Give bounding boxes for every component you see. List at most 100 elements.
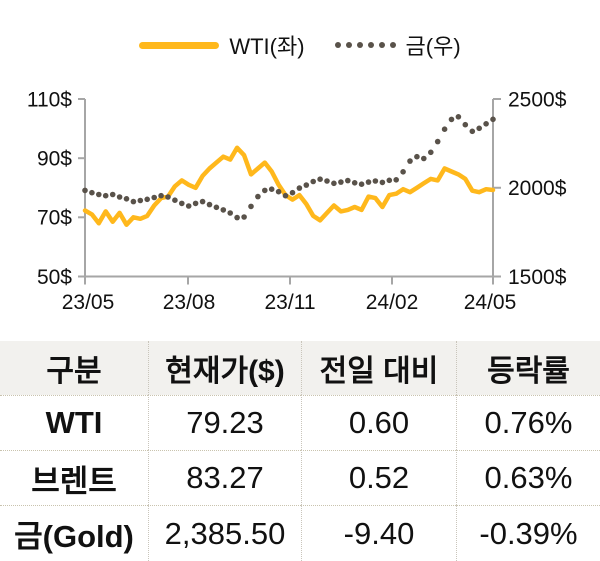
gold-series-dot xyxy=(455,114,462,120)
row-brent-price: 83.27 xyxy=(148,450,301,505)
gold-series-dot xyxy=(324,178,330,184)
price-chart: 110$ 90$ 70$ 50$ 2500$ 2000$ 1500$ 23/05… xyxy=(27,88,567,314)
gold-series-dot xyxy=(351,180,358,186)
row-brent-name: 브렌트 xyxy=(0,450,148,505)
chart-legend: WTI(좌) 금(우) xyxy=(0,30,600,60)
gold-series-dot xyxy=(428,149,434,156)
gold-series-dot xyxy=(123,196,130,202)
gold-dots-swatch xyxy=(334,42,396,48)
gold-series-dot xyxy=(137,197,144,204)
gold-series-dot xyxy=(96,191,102,198)
gold-series-dot xyxy=(448,116,455,123)
gold-series-dot xyxy=(421,155,427,162)
left-axis-tick-label: 90$ xyxy=(37,148,72,171)
gold-series-dot xyxy=(296,185,303,191)
gold-series-dot xyxy=(310,178,317,185)
row-wti-change: 0.60 xyxy=(301,395,456,450)
legend-item-gold: 금(우) xyxy=(334,29,461,61)
gold-series-dot xyxy=(172,197,178,203)
x-axis-tick-label: 24/02 xyxy=(366,291,419,314)
gold-series-dot xyxy=(469,128,476,135)
gold-series-dot xyxy=(89,189,95,196)
gold-series-dot xyxy=(151,194,157,201)
gold-series-dot xyxy=(165,194,171,200)
gold-series-dot xyxy=(144,196,150,203)
gold-series-dot xyxy=(365,179,372,185)
gold-series-dot xyxy=(282,192,289,199)
commodity-table: 구분 현재가($) 전일 대비 등락률 WTI 79.23 0.60 0.76%… xyxy=(0,341,600,561)
gold-series-dot xyxy=(386,177,393,184)
gold-series-dot xyxy=(227,210,233,216)
left-axis-tick-label: 70$ xyxy=(37,207,72,230)
row-gold-pct: -0.39% xyxy=(456,505,600,561)
row-wti-price: 79.23 xyxy=(148,395,301,450)
right-axis-tick-label: 2000$ xyxy=(508,177,567,200)
gold-series-dot xyxy=(248,203,254,210)
gold-series-dot xyxy=(206,201,213,208)
wti-line-swatch xyxy=(139,41,220,49)
gold-series-dot xyxy=(179,200,185,207)
row-brent-change: 0.52 xyxy=(301,450,456,505)
gold-series-dot xyxy=(379,179,386,186)
gold-legend-label: 금(우) xyxy=(405,34,461,59)
gold-series-dot xyxy=(358,181,365,187)
right-axis-tick-label: 2500$ xyxy=(508,88,567,111)
gold-series-dot xyxy=(434,138,441,145)
gold-series-dot xyxy=(338,179,344,185)
wti-series-line xyxy=(82,145,496,227)
gold-series-dot xyxy=(185,203,192,209)
gold-series-dot xyxy=(407,158,413,164)
table-header-pct: 등락률 xyxy=(456,341,600,395)
x-axis-tick-label: 23/05 xyxy=(62,291,115,314)
gold-series-dot xyxy=(483,121,489,127)
wti-legend-label: WTI(좌) xyxy=(229,34,305,59)
chart-area: 110$ 90$ 70$ 50$ 2500$ 2000$ 1500$ 23/05… xyxy=(0,30,600,314)
row-wti-name: WTI xyxy=(0,395,148,450)
gold-series-dot xyxy=(116,194,123,200)
gold-series-dot xyxy=(393,177,400,183)
row-gold-price: 2,385.50 xyxy=(148,505,301,561)
table-header-category: 구분 xyxy=(0,341,148,395)
gold-series-dot xyxy=(158,192,164,199)
gold-series-dot xyxy=(82,187,88,194)
gold-series-dot xyxy=(400,169,406,175)
gold-series-dot xyxy=(268,186,275,192)
gold-series-dot xyxy=(241,214,247,220)
gold-series-dot xyxy=(303,182,310,188)
gold-series-dot xyxy=(255,193,261,200)
gold-series-dot xyxy=(414,153,420,160)
row-gold-change: -9.40 xyxy=(301,505,456,561)
axes xyxy=(78,98,501,285)
gold-series-dot xyxy=(192,200,199,207)
table-header-change: 전일 대비 xyxy=(301,341,456,395)
gold-series-dot xyxy=(462,121,469,128)
gold-series-dot xyxy=(220,207,227,213)
gold-series-dot xyxy=(109,191,116,198)
left-axis-tick-label: 110$ xyxy=(27,88,72,111)
gold-series-dot xyxy=(476,125,483,132)
x-axis-tick-label: 23/08 xyxy=(163,291,216,314)
row-gold-name: 금(Gold) xyxy=(0,505,148,561)
gold-series-dot xyxy=(213,204,220,211)
x-axis-tick-label: 24/05 xyxy=(464,291,517,314)
gold-series-dot xyxy=(102,192,109,199)
gold-series-dot xyxy=(199,198,206,205)
x-axis-tick-label: 23/11 xyxy=(265,291,316,314)
gold-series-dot xyxy=(275,188,282,195)
gold-series-dot xyxy=(130,198,137,205)
table-header-price: 현재가($) xyxy=(148,341,301,395)
gold-series-dot xyxy=(490,116,496,123)
gold-series-dot xyxy=(345,177,351,184)
gold-series-dots xyxy=(82,114,496,221)
gold-series-dot xyxy=(262,187,268,194)
gold-series-dot xyxy=(289,189,296,196)
right-axis-tick-label: 1500$ xyxy=(508,266,567,289)
gold-series-dot xyxy=(317,176,323,182)
gold-series-dot xyxy=(441,126,448,132)
left-axis-tick-label: 50$ xyxy=(37,266,72,289)
legend-item-wti: WTI(좌) xyxy=(139,29,305,61)
gold-series-dot xyxy=(234,214,240,221)
gold-series-dot xyxy=(331,180,337,187)
gold-series-dot xyxy=(372,178,379,184)
